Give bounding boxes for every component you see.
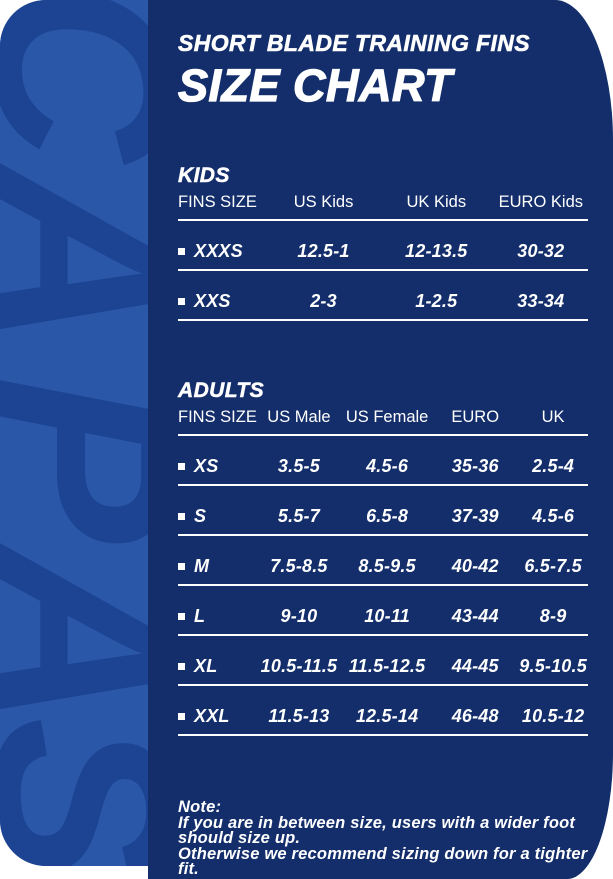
table-row-xs: XS 3.5-5 4.5-6 35-36 2.5-4 <box>178 436 588 486</box>
bullet-square-icon <box>178 463 185 470</box>
size-value: 37-39 <box>451 506 499 526</box>
note-line: should size up. <box>178 829 301 847</box>
size-cell: XL <box>178 656 256 677</box>
kids-section: KIDS FINS SIZE US Kids UK Kids EURO Kids… <box>178 164 588 321</box>
size-label: XXXS <box>194 241 243 261</box>
table-row-m: M 7.5-8.5 8.5-9.5 40-42 6.5-7.5 <box>178 536 588 586</box>
adults-table-header-row: FINS SIZE US Male US Female EURO UK <box>178 408 588 436</box>
size-label: XS <box>194 456 219 476</box>
adults-section: ADULTS FINS SIZE US Male US Female EURO … <box>178 379 588 736</box>
size-value: 10.5-11.5 <box>260 656 338 676</box>
size-value: 30-32 <box>517 241 565 261</box>
size-value: 5.5-7 <box>277 506 320 526</box>
column-header-uk-kids: UK Kids <box>406 193 467 211</box>
bullet-square-icon <box>178 713 185 720</box>
table-row-xxs: XXS 2-3 1-2.5 33-34 <box>178 271 588 321</box>
size-value: 46-48 <box>451 706 499 726</box>
size-cell: XXL <box>178 706 256 727</box>
size-value: 6.5-8 <box>366 506 409 526</box>
size-value: 9-10 <box>280 606 318 626</box>
size-label: S <box>194 506 207 526</box>
bullet-square-icon <box>178 563 185 570</box>
column-header-fins-size: FINS SIZE <box>178 193 257 211</box>
size-cell: XS <box>178 456 256 477</box>
kids-section-title: KIDS <box>178 164 230 188</box>
table-row-xxxs: XXXS 12.5-1 12-13.5 30-32 <box>178 221 588 271</box>
size-value: 12.5-1 <box>297 241 350 261</box>
size-value: 12-13.5 <box>405 241 468 261</box>
size-value: 35-36 <box>451 456 499 476</box>
size-value: 1-2.5 <box>415 291 458 311</box>
kids-table: FINS SIZE US Kids UK Kids EURO Kids XXXS… <box>178 193 588 321</box>
size-value: 2.5-4 <box>532 456 575 476</box>
adults-table: FINS SIZE US Male US Female EURO UK XS 3… <box>178 408 588 736</box>
size-value: 12.5-14 <box>355 706 419 726</box>
size-value: 11.5-13 <box>268 706 330 726</box>
size-cell: S <box>178 506 256 527</box>
adults-section-title: ADULTS <box>178 379 265 403</box>
size-value: 3.5-5 <box>277 456 320 476</box>
size-value: 40-42 <box>451 556 499 576</box>
size-label: M <box>194 556 210 576</box>
column-header-euro-kids: EURO Kids <box>498 193 583 211</box>
size-value: 7.5-8.5 <box>270 556 328 576</box>
size-value: 11.5-12.5 <box>348 656 426 676</box>
kids-table-header-row: FINS SIZE US Kids UK Kids EURO Kids <box>178 193 588 221</box>
size-value: 4.5-6 <box>532 506 575 526</box>
size-value: 33-34 <box>517 291 565 311</box>
table-row-s: S 5.5-7 6.5-8 37-39 4.5-6 <box>178 486 588 536</box>
table-row-xxl: XXL 11.5-13 12.5-14 46-48 10.5-12 <box>178 686 588 736</box>
size-chart-card: SHORT BLADE TRAINING FINS SIZE CHART KID… <box>148 0 613 879</box>
size-value: 43-44 <box>451 606 499 626</box>
note-line: If you are in between size, users with a… <box>178 813 576 832</box>
size-value: 44-45 <box>451 656 499 676</box>
column-header-us-kids: US Kids <box>293 193 354 211</box>
sizing-note: Note: If you are in between size, users … <box>178 798 588 878</box>
product-subtitle: SHORT BLADE TRAINING FINS <box>178 30 531 57</box>
bullet-square-icon <box>178 663 185 670</box>
note-line: Otherwise we recommend sizing down for a… <box>178 844 588 878</box>
size-value: 10.5-12 <box>521 706 585 726</box>
size-label: XL <box>194 656 218 676</box>
bullet-square-icon <box>178 513 185 520</box>
table-row-xl: XL 10.5-11.5 11.5-12.5 44-45 9.5-10.5 <box>178 636 588 686</box>
size-label: XXS <box>194 291 231 311</box>
size-cell: L <box>178 606 256 627</box>
bullet-square-icon <box>178 613 185 620</box>
size-label: XXL <box>194 706 230 726</box>
size-value: 8-9 <box>539 606 567 626</box>
column-header-us-female: US Female <box>345 408 429 426</box>
size-value: 8.5-9.5 <box>358 556 416 576</box>
note-line: Note: <box>178 798 222 816</box>
table-row-l: L 9-10 10-11 43-44 8-9 <box>178 586 588 636</box>
size-value: 9.5-10.5 <box>519 656 587 676</box>
size-cell: XXXS <box>178 241 268 262</box>
column-header-us-male: US Male <box>267 408 331 426</box>
bullet-square-icon <box>178 248 185 255</box>
column-header-fins-size: FINS SIZE <box>178 408 257 426</box>
column-header-uk: UK <box>541 408 565 426</box>
size-value: 4.5-6 <box>366 456 409 476</box>
column-header-euro: EURO <box>451 408 500 426</box>
size-cell: XXS <box>178 291 268 312</box>
size-cell: M <box>178 556 256 577</box>
size-value: 10-11 <box>364 606 410 626</box>
page-title: SIZE CHART <box>177 59 453 111</box>
size-value: 2-3 <box>310 291 337 311</box>
size-value: 6.5-7.5 <box>524 556 582 576</box>
bullet-square-icon <box>178 298 185 305</box>
size-label: L <box>194 606 206 626</box>
